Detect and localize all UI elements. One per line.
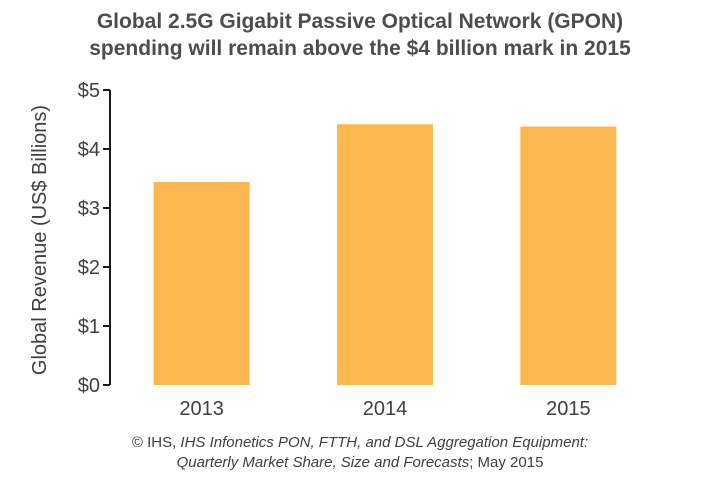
- x-tick-label-2013: 2013: [179, 398, 224, 420]
- y-tick-label: $2: [78, 257, 100, 279]
- y-axis-label: Global Revenue (US$ Billions): [29, 105, 51, 375]
- source-line-2: Quarterly Market Share, Size and Forecas…: [0, 453, 720, 473]
- source-line-1: © IHS, IHS Infonetics PON, FTTH, and DSL…: [0, 433, 720, 453]
- source-publication-line-2: Quarterly Market Share, Size and Forecas…: [176, 454, 470, 471]
- bar-2015: [520, 126, 617, 385]
- bars-group: [153, 124, 617, 385]
- chart-title: Global 2.5G Gigabit Passive Optical Netw…: [96, 10, 624, 33]
- bar-2013: [153, 182, 250, 385]
- y-tick-label: $3: [78, 198, 100, 220]
- y-axis-ticks: $0 $1 $2 $3 $4 $5: [78, 80, 110, 397]
- source-publication-line-1: IHS Infonetics PON, FTTH, and DSL Aggreg…: [180, 434, 589, 451]
- chart-title-block: Global 2.5G Gigabit Passive Optical Netw…: [0, 8, 720, 62]
- chart-subtitle: spending will remain above the $4 billio…: [89, 37, 631, 60]
- source-suffix: ; May 2015: [469, 454, 544, 471]
- source-prefix: © IHS,: [131, 434, 181, 451]
- x-tick-label-2015: 2015: [546, 398, 591, 420]
- y-tick-label: $1: [78, 316, 100, 338]
- x-tick-label-2014: 2014: [363, 398, 408, 420]
- y-tick-label: $0: [78, 375, 100, 397]
- y-tick-label: $4: [78, 139, 100, 161]
- y-tick-label: $5: [78, 80, 100, 102]
- bar-2014: [337, 124, 433, 385]
- x-axis-ticks: 2013 2014 2015: [179, 398, 590, 420]
- source-note: © IHS, IHS Infonetics PON, FTTH, and DSL…: [0, 433, 720, 473]
